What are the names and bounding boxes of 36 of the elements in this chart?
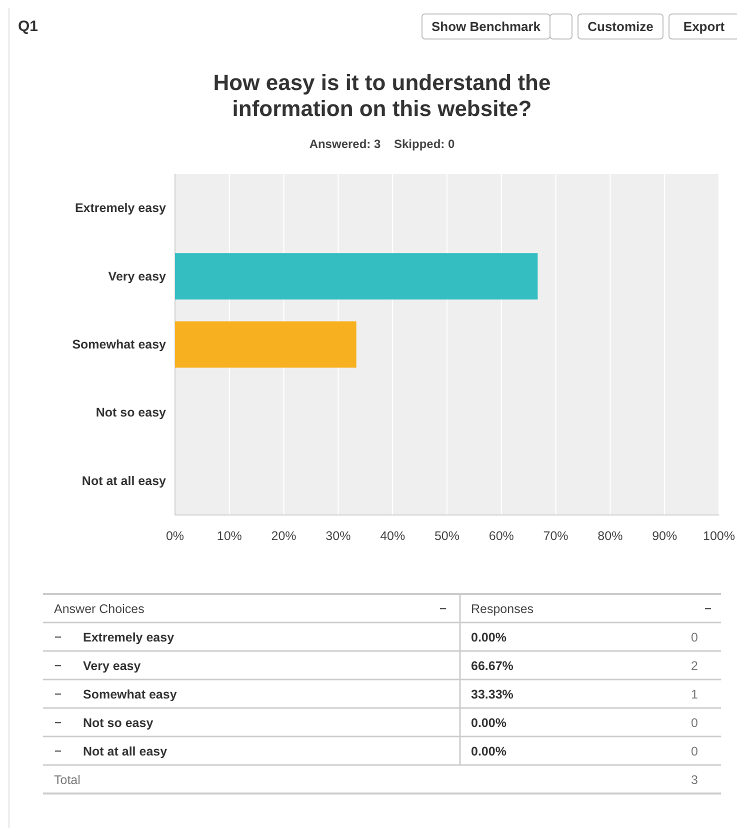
text: Q1: [18, 18, 38, 35]
x-tick-label: 90%: [652, 529, 678, 543]
x-tick-label: 60%: [488, 529, 514, 543]
text: 0.00%: [471, 630, 506, 644]
x-tick-label: 100%: [703, 529, 735, 543]
y-tick-label: Not so easy: [96, 406, 166, 420]
chart-subtitle: Answered: 3 Skipped: 0: [309, 137, 456, 151]
x-tick-label: 30%: [326, 529, 351, 543]
y-tick-label: Very easy: [108, 269, 166, 284]
y-tick-label: Extremely easy: [74, 201, 166, 216]
text: 0.00%: [471, 716, 506, 730]
text: 66.67%: [471, 659, 514, 673]
text: 0.00%: [471, 744, 506, 758]
x-tick-label: 0%: [166, 529, 184, 543]
chart-title: How easy is it to understand the information on this website?: [213, 70, 551, 121]
text: Responses: [471, 602, 534, 616]
x-tick-label: 40%: [380, 529, 406, 543]
x-tick-label: 10%: [216, 529, 242, 543]
x-tick-label: 70%: [543, 529, 568, 543]
text: 0: [691, 744, 698, 758]
text: Total: [54, 773, 80, 787]
text: 1: [691, 688, 698, 702]
text: 0: [691, 630, 698, 644]
text: 33.33%: [471, 688, 514, 702]
x-tick-label: 50%: [434, 529, 460, 543]
customize-button: Customize: [578, 14, 664, 40]
x-tick-label: 80%: [598, 529, 623, 543]
y-tick-label: Not at all easy: [82, 474, 166, 488]
export-button: Export: [668, 14, 737, 40]
text: Answer Choices: [54, 602, 144, 616]
text: 2: [691, 659, 698, 673]
show-benchmark-button: Show Benchmark: [422, 14, 550, 40]
text: 0: [691, 716, 698, 730]
y-tick-label: Somewhat easy: [72, 338, 166, 352]
text: 3: [691, 773, 698, 787]
x-tick-label: 20%: [271, 529, 296, 543]
